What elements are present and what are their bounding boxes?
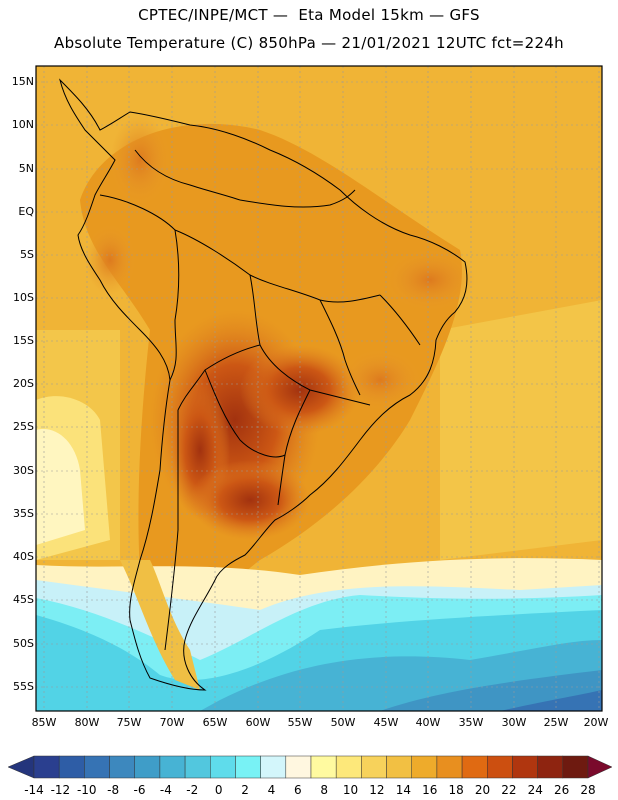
map-title-line-2: Absolute Temperature (C) 850hPa — 21/01/… xyxy=(54,34,564,52)
longitude-label: 55W xyxy=(287,716,313,729)
latitude-label: 40S xyxy=(13,550,34,563)
colorbar-label: 18 xyxy=(448,783,464,797)
colorbar-label: 0 xyxy=(214,783,223,797)
colorbar-label: 14 xyxy=(395,783,411,797)
colorbar-swatch xyxy=(512,755,538,779)
colorbar-label: -8 xyxy=(107,783,120,797)
latitude-label: 35S xyxy=(13,507,34,520)
latitude-label: EQ xyxy=(18,205,34,218)
colorbar-swatch xyxy=(436,755,463,779)
colorbar-swatch xyxy=(58,755,85,779)
latitude-label: 5N xyxy=(18,162,34,175)
latitude-label: 15N xyxy=(11,75,34,88)
colorbar-swatch xyxy=(285,755,312,779)
colorbar-label: 6 xyxy=(293,783,302,797)
colorbar-swatch xyxy=(461,755,488,779)
colorbar-label: 10 xyxy=(342,783,359,797)
colorbar-label: 24 xyxy=(527,783,543,797)
longitude-label: 50W xyxy=(330,716,356,729)
colorbar-swatch xyxy=(235,755,261,779)
longitude-label: 85W xyxy=(31,716,57,729)
colorbar-swatch xyxy=(361,755,387,779)
colorbar-label: -6 xyxy=(133,783,146,797)
colorbar-label: 20 xyxy=(474,783,491,797)
colorbar-label: -14 xyxy=(24,783,44,797)
longitude-label: 70W xyxy=(159,716,185,729)
latitude-label: 55S xyxy=(13,680,34,693)
longitude-label: 80W xyxy=(74,716,100,729)
colorbar-label: -4 xyxy=(159,783,172,797)
coastlines xyxy=(59,78,468,691)
longitude-label: 20W xyxy=(583,716,609,729)
colorbar-swatch xyxy=(134,755,161,779)
colorbar-label: -2 xyxy=(186,783,199,797)
latitude-label: 15S xyxy=(13,334,34,347)
color-scale-bar xyxy=(7,755,613,779)
colorbar-swatch xyxy=(310,755,337,779)
longitude-label: 40W xyxy=(415,716,441,729)
longitude-label: 25W xyxy=(543,716,569,729)
longitude-label: 30W xyxy=(501,716,527,729)
longitude-label: 45W xyxy=(373,716,399,729)
colorbar-label: 28 xyxy=(580,783,596,797)
map-frame xyxy=(35,65,603,712)
longitude-label: 75W xyxy=(116,716,142,729)
colorbar-swatch xyxy=(33,755,60,779)
colorbar-swatch xyxy=(260,755,287,779)
grid-lines xyxy=(36,66,602,711)
colorbar-swatch xyxy=(411,755,438,779)
colorbar-swatch xyxy=(84,755,110,779)
latitude-label: 10N xyxy=(11,118,34,131)
colorbar-swatch xyxy=(335,755,362,779)
colorbar-high-arrow xyxy=(587,755,613,779)
colorbar-label: 12 xyxy=(369,783,385,797)
colorbar-swatch xyxy=(159,755,186,779)
longitude-label: 35W xyxy=(458,716,484,729)
latitude-label: 10S xyxy=(13,291,34,304)
latitude-label: 25S xyxy=(13,420,34,433)
map-title-line-1: CPTEC/INPE/MCT — Eta Model 15km — GFS xyxy=(138,6,480,24)
colorbar-label: 16 xyxy=(422,783,438,797)
colorbar-label: -10 xyxy=(76,783,97,797)
colorbar-label: -12 xyxy=(50,783,71,797)
colorbar-swatch xyxy=(184,755,211,779)
colorbar-swatch xyxy=(210,755,236,779)
colorbar-swatch xyxy=(537,755,564,779)
longitude-label: 60W xyxy=(245,716,271,729)
colorbar-swatch xyxy=(487,755,513,779)
colorbar-label: 2 xyxy=(241,783,249,797)
latitude-label: 20S xyxy=(13,377,34,390)
temperature-field xyxy=(36,66,602,711)
latitude-label: 45S xyxy=(13,593,34,606)
colorbar-label: 8 xyxy=(320,783,328,797)
colorbar-label: 26 xyxy=(553,783,570,797)
colorbar-label: 4 xyxy=(267,783,276,797)
colorbar-swatch xyxy=(562,755,589,779)
longitude-label: 65W xyxy=(202,716,228,729)
latitude-label: 50S xyxy=(13,637,34,650)
colorbar-label: 22 xyxy=(501,783,517,797)
latitude-label: 5S xyxy=(20,248,34,261)
colorbar-swatch xyxy=(386,755,412,779)
colorbar-swatch xyxy=(109,755,135,779)
colorbar-low-arrow xyxy=(7,755,35,779)
latitude-label: 30S xyxy=(13,464,34,477)
